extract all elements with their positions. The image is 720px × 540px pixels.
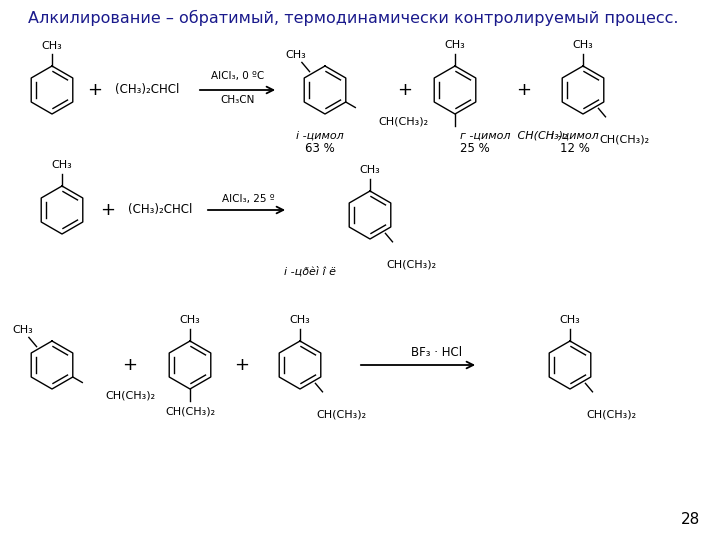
Text: CH(CH₃)₂: CH(CH₃)₂ <box>379 116 429 126</box>
Text: CH₃: CH₃ <box>12 325 33 335</box>
Text: CH₃: CH₃ <box>52 160 73 170</box>
Text: CH(CH₃)₂: CH(CH₃)₂ <box>586 409 636 419</box>
Text: CH₃: CH₃ <box>285 50 306 60</box>
Text: г -цимол  CH(CH₃)₂: г -цимол CH(CH₃)₂ <box>460 131 567 141</box>
Text: i -цимол: i -цимол <box>551 131 599 141</box>
Text: +: + <box>516 81 531 99</box>
Text: AlCl₃, 0 ºC: AlCl₃, 0 ºC <box>212 71 265 81</box>
Text: 28: 28 <box>680 512 700 528</box>
Text: CH₃CN: CH₃CN <box>221 95 255 105</box>
Text: CH₃: CH₃ <box>559 315 580 325</box>
Text: CH(CH₃)₂: CH(CH₃)₂ <box>599 134 649 144</box>
Text: +: + <box>88 81 102 99</box>
Text: CH(CH₃)₂: CH(CH₃)₂ <box>386 259 436 269</box>
Text: CH₃: CH₃ <box>179 315 200 325</box>
Text: CH(CH₃)₂: CH(CH₃)₂ <box>316 409 366 419</box>
Text: CH₃: CH₃ <box>572 40 593 50</box>
Text: CH₃: CH₃ <box>42 41 63 51</box>
Text: CH(CH₃)₂: CH(CH₃)₂ <box>165 406 215 416</box>
Text: 25 %: 25 % <box>460 141 490 154</box>
Text: 63 %: 63 % <box>305 141 335 154</box>
Text: (CH₃)₂CHCl: (CH₃)₂CHCl <box>128 204 192 217</box>
Text: AlCl₃, 25 º: AlCl₃, 25 º <box>222 194 274 204</box>
Text: i -цðèì î ë: i -цðèì î ë <box>284 266 336 276</box>
Text: Алкилирование – обратимый, термодинамически контролируемый процесс.: Алкилирование – обратимый, термодинамиче… <box>28 10 678 26</box>
Text: BF₃ · HCl: BF₃ · HCl <box>411 346 462 359</box>
Text: +: + <box>101 201 115 219</box>
Text: +: + <box>122 356 138 374</box>
Text: +: + <box>397 81 413 99</box>
Text: CH₃: CH₃ <box>359 165 380 175</box>
Text: CH₃: CH₃ <box>289 315 310 325</box>
Text: i -цимол: i -цимол <box>296 131 344 141</box>
Text: +: + <box>235 356 250 374</box>
Text: 12 %: 12 % <box>560 141 590 154</box>
Text: CH₃: CH₃ <box>445 40 465 50</box>
Text: CH(CH₃)₂: CH(CH₃)₂ <box>106 391 156 401</box>
Text: (CH₃)₂CHCl: (CH₃)₂CHCl <box>114 84 179 97</box>
